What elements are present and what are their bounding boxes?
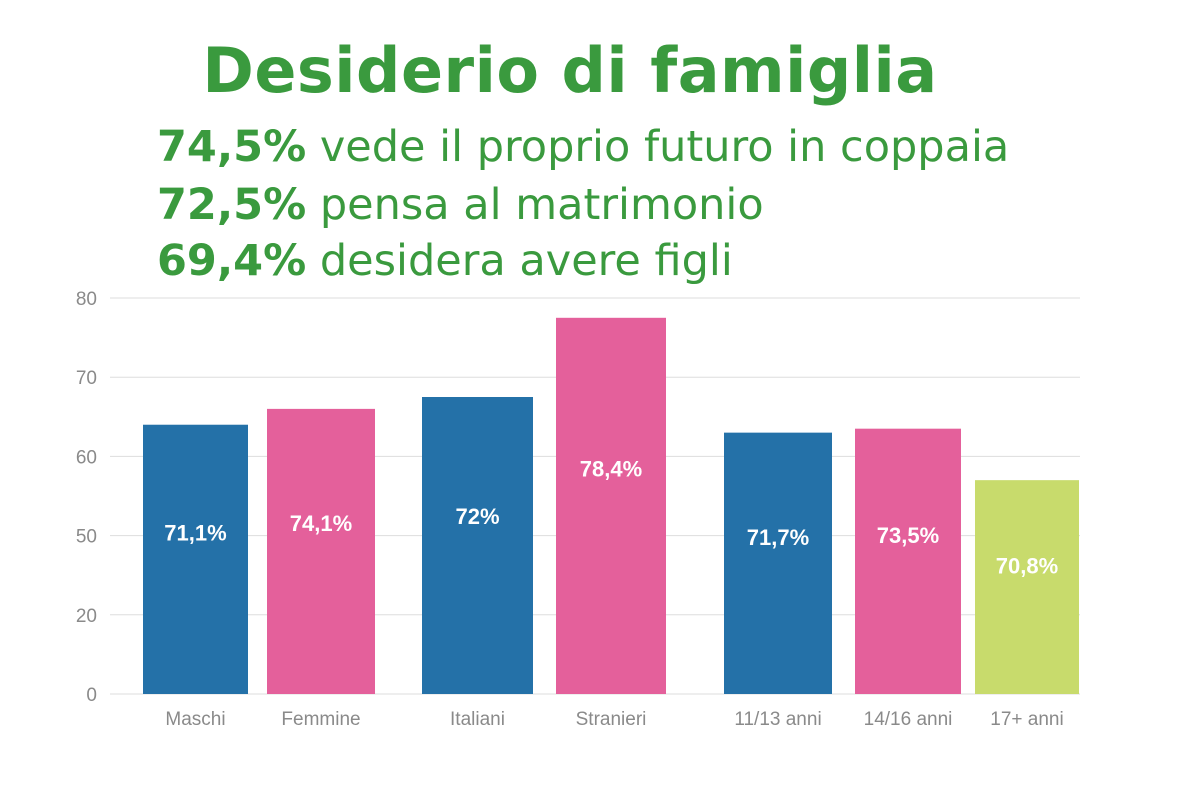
stat-value: 74,5% bbox=[157, 122, 307, 172]
stat-value: 69,4% bbox=[157, 236, 307, 286]
y-tick-label: 60 bbox=[76, 447, 97, 468]
data-label: 73,5% bbox=[877, 523, 939, 548]
stat-children: 69,4% desidera avere figli bbox=[157, 236, 733, 286]
bar-femmine bbox=[267, 408, 375, 694]
stat-marriage: 72,5% pensa al matrimonio bbox=[157, 180, 764, 230]
stat-couple: 74,5% vede il proprio futuro in coppaia bbox=[157, 122, 1009, 172]
data-label: 70,8% bbox=[996, 554, 1058, 579]
bar-11-13-anni bbox=[724, 432, 832, 694]
data-label: 78,4% bbox=[580, 456, 642, 481]
bar-14-16-anni bbox=[855, 428, 961, 694]
y-tick-label: 70 bbox=[76, 368, 97, 389]
bar-italiani bbox=[422, 397, 533, 694]
x-category-label: 14/16 anni bbox=[864, 709, 953, 730]
x-category-label: 11/13 anni bbox=[734, 709, 821, 730]
y-tick-label: 0 bbox=[86, 685, 97, 706]
stat-text: desidera avere figli bbox=[306, 236, 733, 286]
stat-text: vede il proprio futuro in coppaia bbox=[306, 122, 1010, 172]
data-label: 71,1% bbox=[164, 520, 226, 545]
stat-value: 72,5% bbox=[157, 180, 307, 230]
data-label: 74,1% bbox=[290, 511, 352, 536]
x-category-label: 17+ anni bbox=[990, 709, 1063, 730]
chart-title: Desiderio di famiglia bbox=[202, 34, 938, 107]
bar-17-anni bbox=[975, 480, 1079, 694]
bar-maschi bbox=[143, 424, 248, 694]
data-label: 72% bbox=[455, 504, 499, 529]
stat-text: pensa al matrimonio bbox=[306, 180, 764, 230]
y-tick-label: 80 bbox=[76, 289, 97, 310]
bar-stranieri bbox=[556, 317, 666, 694]
x-category-label: Italiani bbox=[450, 709, 505, 730]
y-tick-label: 20 bbox=[76, 606, 97, 627]
x-category-label: Maschi bbox=[165, 709, 225, 730]
data-label: 71,7% bbox=[747, 525, 809, 550]
y-tick-label: 50 bbox=[76, 527, 97, 548]
x-category-label: Stranieri bbox=[576, 709, 647, 730]
x-category-label: Femmine bbox=[281, 709, 360, 730]
